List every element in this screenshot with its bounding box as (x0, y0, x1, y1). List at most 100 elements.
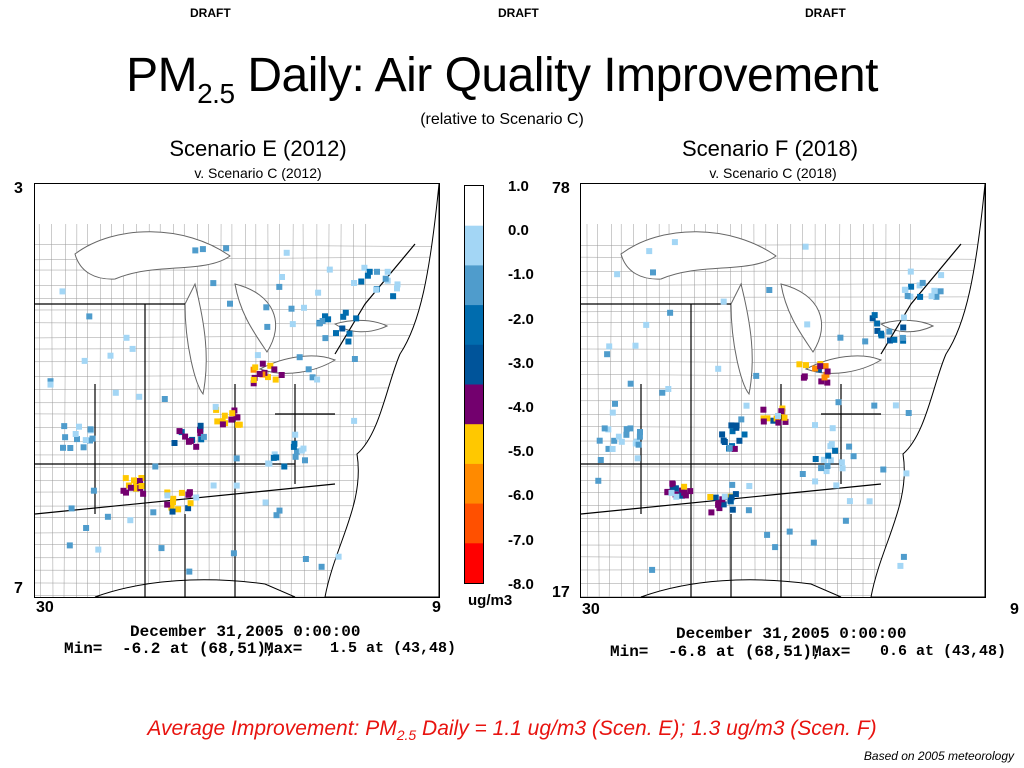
pm-cell (291, 440, 298, 447)
pm-cell (74, 436, 80, 443)
lake-huron (780, 283, 822, 353)
pm-cell (729, 481, 736, 488)
colorbar-bin (465, 186, 483, 227)
average-improvement: Average Improvement: PM2.5 Daily = 1.1 u… (0, 717, 1024, 742)
pm-cell (721, 493, 728, 500)
pm-cell (170, 495, 177, 502)
pm-cell (743, 402, 750, 409)
pm-cell (835, 399, 842, 406)
colorbar-tick-label: -3.0 (508, 354, 534, 372)
pm-cell (837, 334, 844, 341)
pm-cell (364, 272, 371, 279)
pm-cell (353, 315, 360, 322)
pm-cell (649, 566, 656, 573)
pm-cell (199, 246, 206, 253)
pm-cell (721, 439, 728, 445)
pm-cell (623, 426, 630, 433)
pm-cell (880, 466, 887, 473)
pm-cell (900, 324, 907, 331)
avg-prefix: Average Improvement: PM (147, 717, 397, 740)
map-f-corner-bottom: 17 (552, 584, 570, 601)
pm-cell (815, 366, 822, 373)
pm-cell (283, 249, 290, 256)
pm-cell (289, 321, 296, 328)
pm-cell (821, 374, 828, 381)
map-f-max-label: Max= (812, 643, 851, 661)
map-f-x-end: 9 (1010, 601, 1019, 618)
pm-cell (892, 402, 899, 409)
draft-label-left: DRAFT (190, 6, 231, 20)
pm-cell (931, 287, 938, 294)
pm-cell (366, 268, 373, 275)
colorbar-tick-label: 0.0 (508, 222, 529, 240)
pm-cell (270, 454, 277, 461)
pm-cell (112, 389, 119, 396)
pm-cell (279, 274, 285, 280)
pm-cell (133, 482, 139, 489)
pm-cell (729, 506, 736, 513)
map-e-max-value: 1.5 at (43,48) (330, 640, 457, 657)
pm-cell (708, 509, 715, 516)
pm-cell (799, 471, 806, 477)
pm-cell (59, 288, 66, 295)
pm-cell (263, 304, 270, 311)
pm-cell (818, 378, 825, 385)
map-e-x-start: 30 (36, 599, 54, 616)
pm-cell (281, 463, 288, 470)
pm-cell (627, 425, 634, 432)
pm-cell (764, 415, 771, 422)
pm-cell (731, 445, 738, 452)
title-prefix: PM (126, 49, 198, 102)
pm-cell (89, 435, 96, 442)
lake-superior (620, 231, 777, 280)
pm-cell (781, 414, 788, 421)
pm-cell (716, 505, 723, 512)
colorbar-tick-label: 1.0 (508, 178, 529, 195)
colorbar-tick-label: -1.0 (508, 266, 534, 284)
pm-cell (346, 330, 353, 337)
pm-cell (80, 444, 87, 451)
pm-cell (609, 409, 616, 416)
pm-cell (829, 425, 836, 432)
pm-cell (259, 360, 266, 367)
pm-cell (197, 422, 204, 429)
pm-cell (47, 381, 54, 388)
scenario-f-title: Scenario F (2018) (681, 136, 859, 161)
pm-cell (322, 313, 328, 320)
colorbar-tick-label: -8.0 (508, 575, 534, 593)
scenario-e-subtitle: v. Scenario C (2012) (194, 165, 322, 181)
pm-cell (131, 477, 137, 484)
pm-cell (256, 371, 263, 377)
title-subscript: 2.5 (197, 78, 235, 109)
pm-cell (233, 414, 240, 421)
map-e-timestamp: December 31,2005 0:00:00 (130, 623, 361, 641)
pm-cell (908, 283, 915, 290)
map-e-max-label: Max= (264, 640, 303, 658)
pm-cell (891, 336, 898, 343)
pm-cell (235, 421, 242, 428)
colorbar-bin (465, 543, 483, 584)
gulf-of-mexico (640, 579, 842, 597)
map-f-corner-top: 78 (552, 180, 570, 197)
pm-cell (164, 492, 171, 499)
pm-cell (733, 424, 740, 431)
pm-cell (672, 485, 679, 492)
pm-cell (187, 500, 194, 507)
pm-cell (669, 480, 676, 487)
pm-cell (229, 410, 236, 417)
pm-cell (800, 374, 807, 381)
pm-cell (87, 426, 94, 433)
map-e-x-end: 9 (432, 599, 441, 616)
pm-cell (333, 330, 339, 337)
pm-cell (627, 380, 634, 387)
colorbar-tick-label: -4.0 (508, 399, 534, 416)
pm-cell (862, 338, 869, 345)
map-f-canvas (581, 184, 985, 597)
pm-cell (818, 465, 825, 472)
pm-cell (252, 364, 259, 371)
draft-label-right: DRAFT (805, 6, 846, 20)
pm-cell (810, 539, 817, 546)
pm-cell (782, 418, 789, 425)
colorbar-bin (465, 463, 483, 505)
pm-cell (812, 422, 818, 429)
